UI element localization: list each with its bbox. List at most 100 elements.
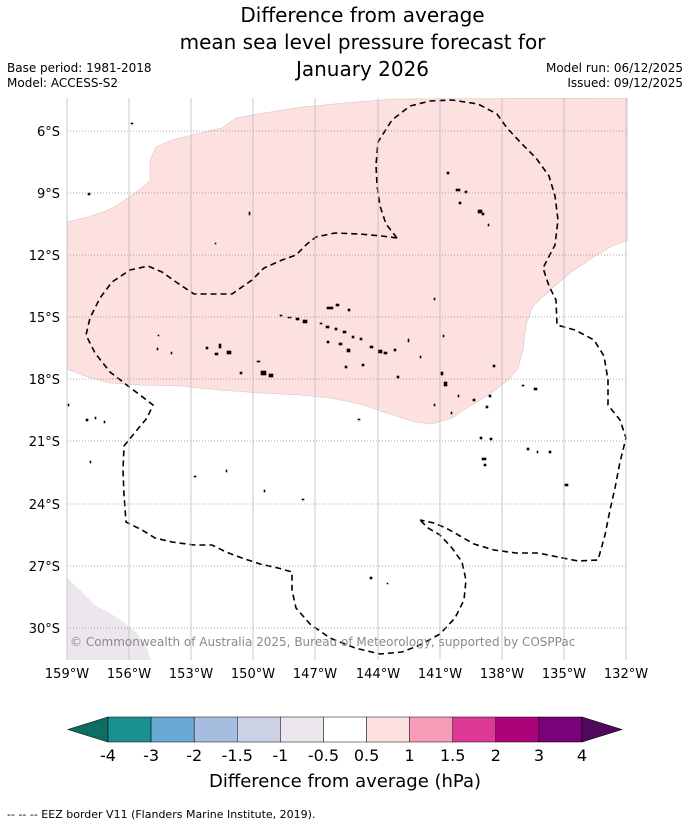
island [214,352,219,356]
island [346,348,351,353]
colorbar-tick-label: 2 [491,746,501,765]
island [377,349,383,354]
island [369,576,373,580]
lon-tick-label: 153°W [169,667,213,682]
lat-tick-label: 24°S [29,498,60,513]
model-name: Model: ACCESS-S2 [7,76,119,90]
lat-tick-label: 12°S [29,249,60,264]
chart-title: Difference from average mean sea level p… [0,2,690,83]
lat-tick-label: 6°S [37,125,60,140]
base-period: Base period: 1981-2018 [7,61,152,75]
eez-border-central [85,232,467,655]
island [481,457,487,461]
lat-tick-label: 9°S [37,187,60,202]
island [359,337,363,341]
island [268,373,274,378]
colorbar-tick-label: 3 [534,746,544,765]
lat-tick-label: 15°S [29,311,60,326]
copyright-text: © Commonwealth of Australia 2025, Bureau… [70,635,575,649]
island [564,483,569,487]
island [351,335,355,339]
lat-tick-label: 30°S [29,622,60,637]
lat-tick-label: 27°S [29,560,60,575]
colorbar-segment [193,716,238,743]
colorbar-segment [452,716,497,743]
colorbar-title: Difference from average (hPa) [209,771,481,792]
colorbar-tick-label: -3 [143,746,159,765]
colorbar-tick-label: -1.5 [222,746,253,765]
island [481,212,485,216]
eez-border-north [375,99,627,562]
island [295,317,300,321]
island [218,343,222,349]
colorbar-segment [280,716,324,743]
island [170,351,173,355]
title-line-1: Difference from average [240,3,485,27]
colorbar-segment [366,716,410,743]
eez-footnote: -- -- -- EEZ border V11 (Flanders Marine… [7,808,316,821]
island [433,297,436,301]
island [457,394,460,398]
island [485,405,489,409]
island [479,436,483,440]
island [157,334,160,337]
meta-left: Base period: 1981-2018 Model: ACCESS-S2 [7,61,152,91]
lon-tick-label: 150°W [231,667,275,682]
issued-date: Issued: 09/12/2025 [567,76,683,90]
island [319,322,323,325]
colorbar-segment [495,716,540,743]
island [263,489,266,493]
lon-tick-label: 138°W [480,667,524,682]
island [477,209,483,214]
colorbar-tick-label: -2 [186,746,202,765]
title-line-2: mean sea level pressure forecast for [179,30,546,54]
island [239,371,243,375]
colorbar-tick-label: -0.5 [308,746,339,765]
lon-tick-label: 135°W [542,667,586,682]
island [302,319,308,324]
lon-tick-label: 147°W [293,667,337,682]
colorbar-low-extend [66,716,109,743]
island [533,387,538,391]
island [492,364,496,368]
island [361,363,365,367]
island [67,403,70,407]
map-plot-area [67,98,628,660]
colorbar-segment [150,716,195,743]
islands [67,122,569,585]
island [334,327,338,331]
island [89,460,92,464]
island [335,303,340,307]
island [301,498,305,501]
title-line-3: January 2026 [295,57,430,81]
latitude-gridlines [67,130,628,629]
colorbar-tick-label: 1.5 [440,746,465,765]
island [548,450,552,454]
island [446,171,450,175]
island [325,325,330,329]
island [205,346,209,350]
eez-borders [85,99,627,655]
lon-tick-label: 132°W [604,667,648,682]
lat-tick-label: 21°S [29,435,60,450]
island [442,334,445,338]
island [383,351,388,355]
lon-tick-label: 159°W [45,667,89,682]
island [393,348,397,352]
longitude-gridlines [66,98,627,660]
island [248,211,251,216]
island [458,201,462,205]
island [347,308,351,312]
colorbar-tick-label: -4 [100,746,116,765]
lon-tick-label: 156°W [107,667,151,682]
meta-right: Model run: 06/12/2025 Issued: 09/12/2025 [546,61,683,91]
lon-tick-label: 141°W [418,667,462,682]
colorbar-segment [237,716,281,743]
island [488,394,492,398]
island [386,582,389,585]
negative-anomaly-region [67,578,151,660]
island [369,345,374,349]
colorbar-segment [107,716,152,743]
island [483,463,487,467]
